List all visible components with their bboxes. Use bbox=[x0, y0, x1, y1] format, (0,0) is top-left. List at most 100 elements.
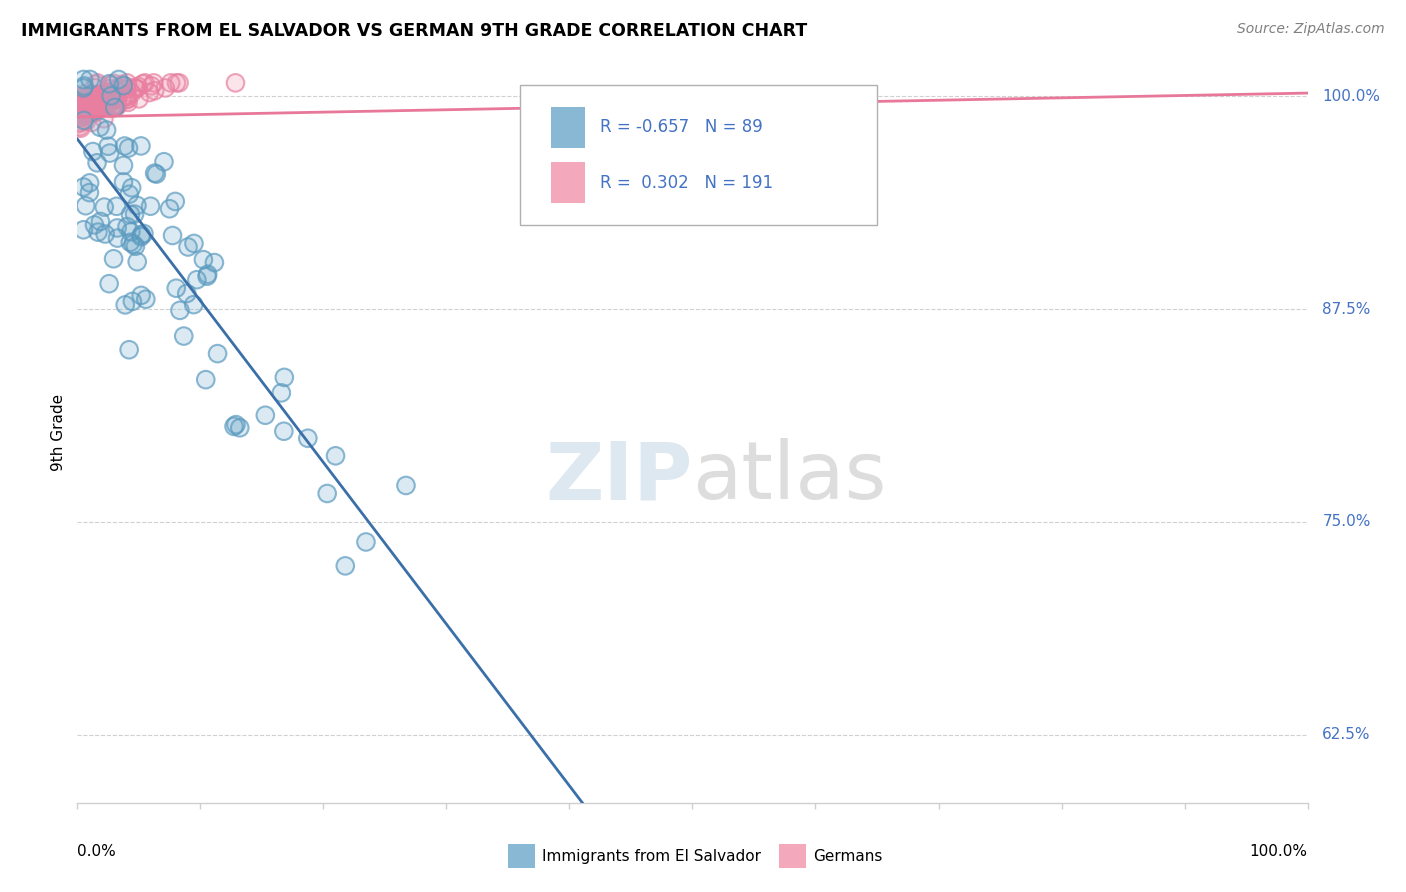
Point bbox=[166, 76, 188, 90]
Point bbox=[107, 80, 129, 95]
Point bbox=[90, 87, 112, 102]
Point bbox=[66, 107, 89, 121]
Point bbox=[83, 218, 105, 232]
Point bbox=[165, 281, 187, 295]
Point bbox=[70, 111, 93, 125]
Point bbox=[80, 102, 103, 116]
Point bbox=[80, 115, 103, 129]
Point bbox=[124, 81, 146, 95]
Point bbox=[225, 417, 247, 432]
Point bbox=[67, 111, 90, 125]
Point bbox=[79, 72, 101, 87]
Point bbox=[98, 146, 121, 161]
Point bbox=[97, 96, 120, 111]
Point bbox=[93, 200, 115, 214]
Point bbox=[270, 385, 292, 400]
Point bbox=[165, 194, 187, 209]
Point bbox=[89, 92, 111, 106]
Point bbox=[67, 102, 90, 116]
Point bbox=[193, 252, 215, 267]
Point bbox=[89, 92, 111, 106]
Point bbox=[105, 99, 128, 113]
Point bbox=[120, 225, 142, 239]
Point bbox=[103, 252, 125, 266]
Point bbox=[104, 93, 127, 107]
Point bbox=[83, 100, 105, 114]
Point bbox=[117, 90, 139, 104]
Point bbox=[105, 99, 128, 113]
Point bbox=[67, 90, 90, 104]
Point bbox=[75, 93, 97, 107]
Point bbox=[103, 99, 125, 113]
Point bbox=[72, 72, 94, 87]
Point bbox=[86, 156, 108, 170]
Point bbox=[121, 87, 143, 101]
Point bbox=[101, 90, 124, 104]
Point bbox=[229, 421, 252, 435]
Point bbox=[105, 98, 128, 112]
Point bbox=[73, 97, 96, 112]
Point bbox=[103, 76, 125, 90]
Point bbox=[111, 91, 134, 105]
Point bbox=[111, 78, 134, 92]
Point bbox=[75, 114, 97, 128]
Point bbox=[96, 89, 118, 103]
Point bbox=[103, 252, 125, 266]
Point bbox=[153, 154, 176, 169]
Text: 75.0%: 75.0% bbox=[1323, 515, 1371, 530]
Point bbox=[86, 96, 108, 111]
Point bbox=[111, 78, 134, 92]
Point bbox=[69, 104, 91, 119]
Point bbox=[117, 88, 139, 103]
Point bbox=[70, 104, 93, 119]
Point bbox=[70, 111, 93, 125]
Point bbox=[76, 103, 98, 118]
Point bbox=[96, 87, 118, 102]
Point bbox=[118, 343, 141, 357]
Point bbox=[132, 227, 155, 241]
Point bbox=[117, 95, 139, 110]
Point bbox=[79, 101, 101, 115]
Point bbox=[98, 77, 121, 91]
Point bbox=[87, 91, 110, 105]
Point bbox=[97, 98, 120, 112]
Point bbox=[76, 95, 98, 109]
Point bbox=[70, 101, 93, 115]
Point bbox=[111, 91, 134, 105]
Point bbox=[169, 303, 191, 318]
Point bbox=[76, 95, 98, 110]
Point bbox=[166, 76, 188, 90]
Point bbox=[117, 88, 139, 103]
Point bbox=[82, 101, 104, 115]
Point bbox=[69, 105, 91, 120]
Point bbox=[69, 102, 91, 116]
Point bbox=[176, 286, 198, 301]
Point bbox=[84, 78, 107, 92]
Point bbox=[197, 267, 219, 281]
Point bbox=[115, 219, 138, 234]
Point bbox=[66, 106, 89, 120]
Point bbox=[84, 93, 107, 107]
Point bbox=[70, 101, 93, 115]
Point bbox=[80, 89, 103, 103]
Point bbox=[69, 100, 91, 114]
Point bbox=[124, 239, 146, 253]
Point bbox=[77, 90, 100, 104]
Point bbox=[316, 486, 339, 500]
Point bbox=[86, 76, 108, 90]
Text: 87.5%: 87.5% bbox=[1323, 301, 1371, 317]
Point bbox=[141, 78, 163, 93]
Point bbox=[82, 91, 104, 105]
Point bbox=[104, 93, 127, 107]
Point bbox=[94, 93, 117, 107]
Point bbox=[70, 96, 93, 111]
Point bbox=[89, 93, 111, 107]
Point bbox=[86, 96, 108, 111]
Point bbox=[72, 103, 94, 118]
Point bbox=[91, 99, 114, 113]
Point bbox=[129, 139, 152, 153]
Point bbox=[75, 104, 97, 119]
Point bbox=[93, 112, 115, 126]
Point bbox=[77, 102, 100, 116]
Point bbox=[131, 227, 153, 242]
